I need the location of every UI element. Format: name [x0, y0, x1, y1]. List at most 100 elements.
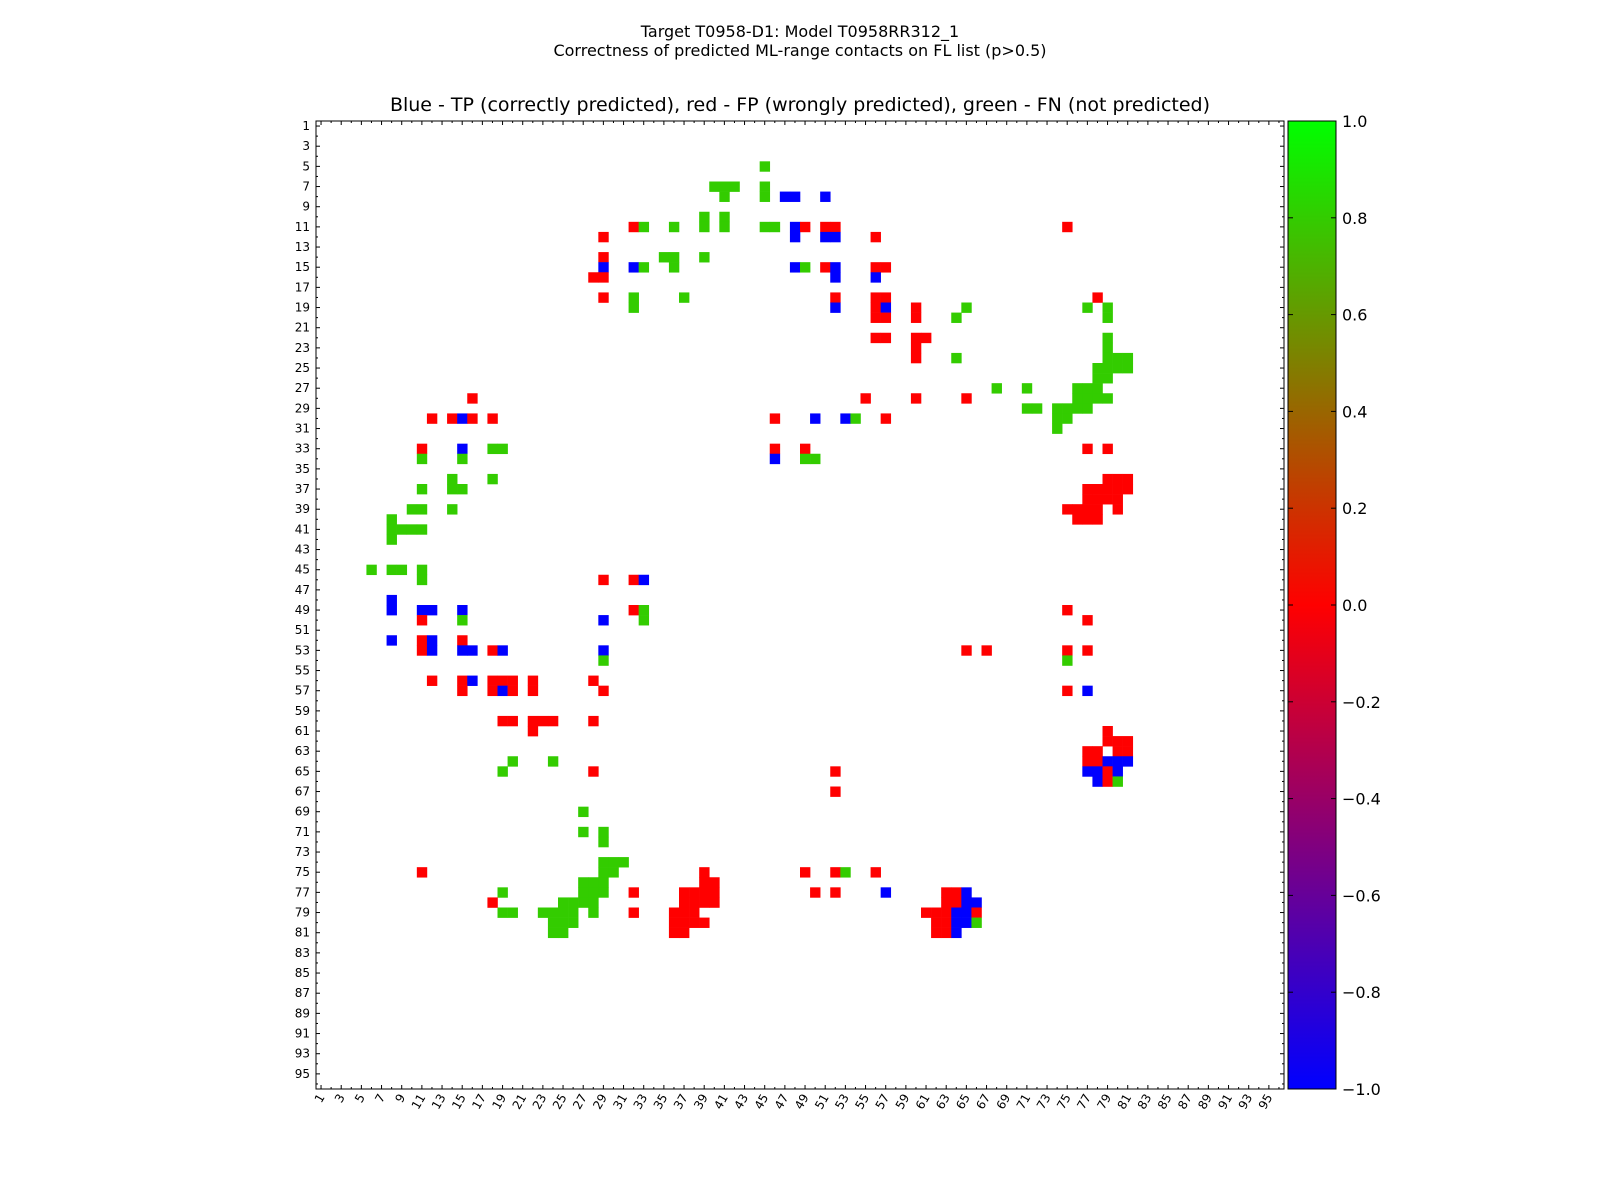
contact-cell-fp — [1102, 494, 1113, 505]
contact-cell-fn — [598, 826, 609, 838]
contact-cell-fn — [366, 564, 377, 576]
contact-cell-fp — [1092, 504, 1103, 515]
colorbar-tick-label: −1.0 — [1342, 1080, 1381, 1099]
y-tick-label: 19 — [295, 301, 310, 315]
contact-cell-fn — [729, 181, 740, 192]
contact-cell-fp — [598, 292, 609, 303]
contact-cell-fn — [1052, 403, 1063, 414]
contact-cell-fp — [1072, 514, 1083, 525]
y-tick-label: 53 — [295, 643, 310, 657]
contact-cell-fn — [810, 453, 821, 465]
contact-cell-fp — [981, 645, 992, 656]
y-tick-label: 1 — [302, 119, 310, 133]
contact-cell-fn — [1021, 403, 1033, 414]
contact-cell-tp — [830, 262, 841, 273]
contact-cell-fp — [1062, 605, 1073, 616]
x-tick-label: 95 — [1256, 1092, 1276, 1112]
contact-cell-fn — [447, 473, 458, 485]
contact-cell-fn — [487, 443, 498, 455]
x-tick-label: 19 — [489, 1092, 509, 1112]
y-tick-label: 83 — [295, 946, 310, 960]
contact-cell-tp — [779, 191, 791, 202]
contact-cell-fp — [910, 352, 922, 364]
contact-cell-fp — [941, 897, 952, 908]
contact-cell-fp — [487, 645, 498, 656]
y-tick-label: 37 — [295, 482, 310, 496]
contact-cell-fn — [406, 504, 418, 515]
contact-cell-fp — [1062, 645, 1073, 656]
contact-cell-fp — [416, 645, 428, 656]
contact-cell-fn — [406, 524, 418, 535]
contact-cell-fn — [1112, 363, 1123, 374]
y-tick-label: 45 — [295, 563, 310, 577]
contact-cell-fp — [1122, 473, 1134, 485]
contact-cell-fp — [588, 766, 599, 777]
contact-cell-fn — [386, 534, 397, 545]
contact-cell-fp — [527, 685, 539, 697]
x-tick-label: 31 — [610, 1092, 630, 1112]
contact-cell-fp — [1102, 484, 1113, 495]
contact-cell-tp — [789, 262, 801, 273]
contact-cell-fp — [1102, 473, 1113, 485]
x-tick-label: 27 — [570, 1092, 590, 1112]
y-tick-label: 95 — [295, 1067, 310, 1081]
contact-cell-fp — [880, 292, 892, 303]
contact-cell-fp — [830, 766, 841, 777]
contact-cell-fn — [1082, 383, 1093, 394]
contact-cell-tp — [426, 645, 438, 656]
x-tick-label: 41 — [711, 1092, 731, 1112]
contact-cell-fp — [598, 231, 609, 243]
y-tick-label: 7 — [302, 180, 310, 194]
contact-cell-tp — [416, 605, 428, 616]
contact-cell-fp — [931, 917, 942, 928]
contact-cell-fn — [1062, 655, 1073, 666]
contact-cell-fp — [628, 221, 639, 233]
contact-cell-tp — [971, 897, 982, 908]
contact-cell-fp — [689, 897, 700, 908]
contact-cell-tp — [880, 887, 892, 898]
x-tick-label: 89 — [1195, 1092, 1215, 1112]
contact-cell-fn — [598, 867, 609, 878]
contact-cell-fp — [941, 887, 952, 898]
contact-cell-fp — [679, 897, 690, 908]
y-tick-label: 31 — [295, 422, 310, 436]
contact-cell-fp — [709, 887, 720, 898]
contact-cell-fn — [416, 484, 428, 495]
contact-cell-fp — [709, 877, 720, 888]
contact-cell-fn — [447, 484, 458, 495]
colorbar-tick-label: 0.8 — [1342, 209, 1367, 228]
contact-cell-fn — [1031, 403, 1043, 414]
contact-cell-fp — [547, 715, 559, 727]
contact-cell-fn — [507, 756, 518, 767]
y-tick-label: 93 — [295, 1047, 310, 1061]
contact-cell-fn — [598, 857, 609, 868]
y-tick-label: 71 — [295, 825, 310, 839]
x-tick-label: 91 — [1215, 1092, 1235, 1112]
contact-cell-fn — [628, 302, 639, 313]
x-tick-label: 65 — [953, 1092, 973, 1112]
contact-cell-fp — [870, 302, 881, 313]
contact-cell-fp — [1092, 746, 1103, 757]
contact-cell-fn — [1062, 413, 1073, 424]
contact-cell-fp — [1102, 776, 1113, 787]
contact-cell-fn — [416, 504, 428, 515]
contact-cell-fn — [386, 524, 397, 535]
contact-cell-fn — [457, 615, 468, 626]
x-tick-label: 29 — [590, 1092, 610, 1112]
contact-cell-fn — [961, 302, 972, 313]
x-tick-label: 63 — [933, 1092, 953, 1112]
contact-cell-tp — [870, 272, 881, 283]
contact-cell-fp — [1112, 504, 1123, 515]
y-tick-label: 49 — [295, 603, 310, 617]
contact-cell-fp — [830, 786, 841, 797]
y-tick-label: 11 — [295, 220, 310, 234]
contact-cell-fn — [991, 383, 1002, 394]
contact-cell-fn — [709, 181, 720, 192]
figure-title-line-2: Correctness of predicted ML-range contac… — [553, 41, 1047, 60]
contact-cell-fn — [497, 887, 508, 898]
colorbar-tick-label: 0.2 — [1342, 499, 1367, 518]
contact-cell-fn — [668, 262, 680, 273]
contact-cell-fn — [1102, 352, 1113, 364]
contact-cell-fp — [1082, 484, 1093, 495]
contact-cell-fp — [1082, 443, 1093, 455]
